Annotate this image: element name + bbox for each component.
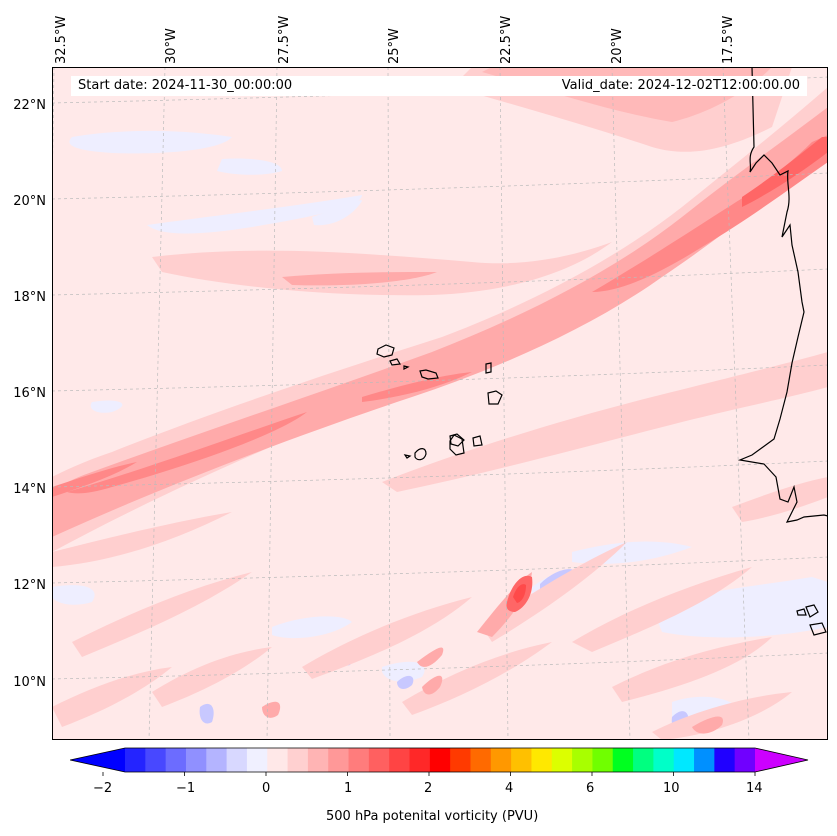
- pv-anomaly-inner: [513, 584, 526, 603]
- colorbar-segment: [348, 748, 370, 772]
- cb-tick-6: 6: [586, 781, 595, 796]
- colorbar: [70, 747, 809, 776]
- lon-label-22-5w: 22.5°W: [499, 15, 514, 64]
- colorbar-segment: [145, 748, 167, 772]
- colorbar-segment: [653, 748, 675, 772]
- lon-label-20w: 20°W: [610, 28, 625, 64]
- colorbar-segment: [246, 748, 268, 772]
- lat-label-22n: 22°N: [13, 98, 46, 113]
- graticule: [52, 67, 828, 740]
- cb-tick-14: 14: [746, 781, 763, 796]
- colorbar-segment: [125, 748, 146, 772]
- colorbar-segment: [531, 748, 553, 772]
- lat-label-18n: 18°N: [13, 290, 46, 305]
- pv-small-streaks: [52, 477, 828, 740]
- colorbar-segment: [734, 748, 756, 772]
- colorbar-segment: [185, 748, 207, 772]
- lat-label-10n: 10°N: [13, 675, 46, 690]
- coastline-islands: [376, 344, 827, 636]
- colorbar-segment: [328, 748, 350, 772]
- cb-tick-neg2: −2: [93, 781, 113, 796]
- lat-label-14n: 14°N: [13, 482, 46, 497]
- colorbar-segment: [368, 748, 390, 772]
- colorbar-segment: [206, 748, 228, 772]
- colorbar-segment: [470, 748, 492, 772]
- colorbar-segment: [612, 748, 634, 772]
- colorbar-segment: [572, 748, 593, 772]
- colorbar-segment: [389, 748, 411, 772]
- colorbar-max-arrow: [755, 748, 808, 772]
- lon-label-32-5w: 32.5°W: [54, 15, 69, 64]
- pv-lower-band: [52, 352, 828, 567]
- colorbar-segment: [551, 748, 573, 772]
- lon-label-25w: 25°W: [387, 28, 402, 64]
- cb-tick-neg1: −1: [176, 781, 196, 796]
- colorbar-segment: [694, 748, 715, 772]
- date-banner: Start date: 2024-11-30_00:00:00 Valid_da…: [71, 76, 807, 96]
- lon-label-30w: 30°W: [164, 28, 179, 64]
- colorbar-segment: [287, 748, 309, 772]
- colorbar-segment: [450, 748, 471, 772]
- lat-label-16n: 16°N: [13, 386, 46, 401]
- colorbar-segment: [165, 748, 187, 772]
- colorbar-segment: [592, 748, 614, 772]
- colorbar-min-arrow: [70, 748, 125, 772]
- colorbar-segment: [511, 748, 532, 772]
- pv-map: [52, 67, 828, 740]
- cb-tick-2: 2: [424, 781, 433, 796]
- colorbar-segment: [409, 748, 431, 772]
- valid-date-label: Valid_date: 2024-12-02T12:00:00.00: [561, 78, 800, 93]
- colorbar-title: 500 hPa potenital vorticity (PVU): [326, 809, 539, 824]
- colorbar-segment: [267, 748, 289, 772]
- map-frame: [52, 67, 828, 740]
- cb-tick-0: 0: [262, 781, 271, 796]
- lat-label-20n: 20°N: [13, 194, 46, 209]
- coastline-africa: [737, 67, 828, 523]
- colorbar-segment: [633, 748, 654, 772]
- colorbar-segment: [714, 748, 736, 772]
- colorbar-segment: [490, 748, 512, 772]
- start-date-label: Start date: 2024-11-30_00:00:00: [78, 78, 293, 93]
- colorbar-segment: [307, 748, 329, 772]
- cb-tick-10: 10: [663, 781, 680, 796]
- colorbar-segments: [125, 748, 756, 772]
- lon-label-17-5w: 17.5°W: [721, 15, 736, 64]
- cb-tick-1: 1: [344, 781, 353, 796]
- lat-label-12n: 12°N: [13, 578, 46, 593]
- colorbar-segment: [429, 748, 451, 772]
- cb-tick-4: 4: [505, 781, 514, 796]
- colorbar-segment: [226, 748, 248, 772]
- lon-label-27-5w: 27.5°W: [277, 15, 292, 64]
- colorbar-segment: [673, 748, 695, 772]
